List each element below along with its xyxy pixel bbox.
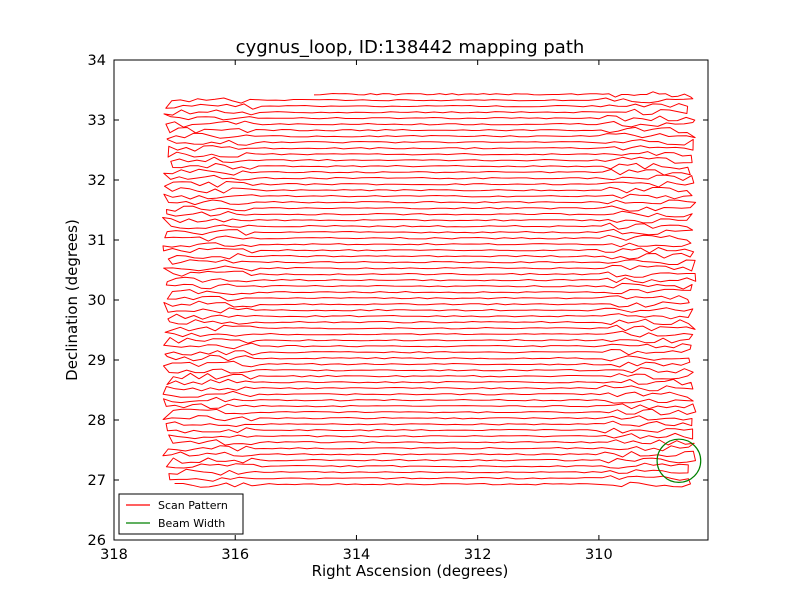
- x-tick-label: 318: [100, 547, 128, 563]
- chart-title: cygnus_loop, ID:138442 mapping path: [236, 37, 585, 58]
- y-tick-label: 33: [88, 113, 106, 129]
- axis-ticks: 318 316 314 312 310 26 27 28 29 30 31 32 33 34: [88, 53, 708, 563]
- y-axis-label: Declination (degrees): [63, 219, 81, 381]
- x-tick-label: 310: [585, 547, 613, 563]
- y-tick-label: 28: [88, 413, 106, 429]
- x-tick-label: 312: [464, 547, 492, 563]
- legend-label-scan-pattern: Scan Pattern: [158, 499, 228, 512]
- x-tick-label: 314: [343, 547, 371, 563]
- y-tick-label: 27: [88, 473, 106, 489]
- x-axis-label: Right Ascension (degrees): [312, 562, 509, 580]
- y-tick-label: 31: [88, 233, 106, 249]
- scan-pattern-series: [162, 91, 697, 488]
- y-tick-label: 29: [88, 353, 106, 369]
- beam-width-series: [656, 438, 702, 483]
- x-tick-label: 316: [221, 547, 249, 563]
- y-tick-label: 26: [88, 533, 106, 549]
- y-tick-label: 32: [88, 173, 106, 189]
- legend-box: [118, 493, 244, 535]
- y-tick-label: 30: [88, 293, 106, 309]
- beam-width-circle: [656, 438, 702, 483]
- legend-label-beam-width: Beam Width: [158, 517, 225, 530]
- scan-pattern-line: [162, 91, 697, 488]
- legend: Scan Pattern Beam Width: [118, 493, 244, 535]
- y-tick-label: 34: [88, 53, 106, 69]
